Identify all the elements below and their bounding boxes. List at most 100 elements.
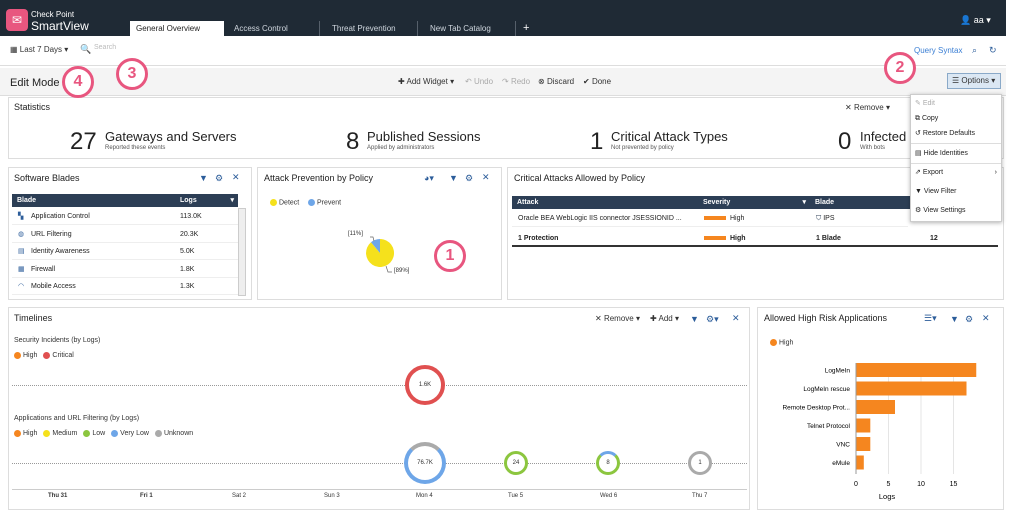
menu-item-edit[interactable]: ✎ Edit	[915, 97, 999, 111]
stat-title-critical: Critical Attack Types	[611, 129, 728, 144]
timelines-title: Timelines	[14, 313, 53, 323]
filter-icon[interactable]: ▼	[199, 173, 208, 183]
menu-item-view-filter[interactable]: ▼ View Filter	[915, 185, 999, 199]
table-row[interactable]: ▦ Firewall 1.8K	[12, 262, 238, 278]
day-label: Sat 2	[232, 493, 247, 499]
table-row[interactable]: ◍ URL Filtering 20.3K	[12, 227, 238, 243]
menu-restore-label: Restore Defaults	[922, 130, 975, 137]
column-header-blade[interactable]: Blade	[810, 196, 910, 209]
legend-label: Unknown	[163, 430, 194, 437]
app-bubble[interactable]: 1	[688, 451, 712, 475]
filter-icon[interactable]: ▼	[690, 314, 699, 324]
app-bubble[interactable]: 8	[596, 451, 620, 475]
stat-value-sessions: 8	[346, 128, 360, 155]
discard-button[interactable]: ⊗ Discard	[538, 77, 575, 86]
undo-label: Undo	[473, 77, 494, 86]
tab-new-tab-catalog[interactable]: New Tab Catalog	[424, 21, 516, 36]
tab-threat-prevention[interactable]: Threat Prevention	[326, 21, 418, 36]
user-menu[interactable]: 👤 aa ▾	[960, 15, 991, 25]
day-label: Thu 31	[48, 493, 68, 499]
user-icon: 👤	[960, 15, 972, 25]
gear-icon[interactable]: ⚙	[465, 173, 474, 183]
bar[interactable]	[856, 400, 895, 414]
column-header-severity[interactable]: Severity ▾	[698, 196, 810, 209]
app-bubble[interactable]: 24	[504, 451, 528, 475]
statistics-remove-button[interactable]: ✕ Remove ▾	[845, 103, 890, 112]
security-bubble[interactable]: 1.6K	[405, 365, 445, 405]
bar[interactable]	[856, 418, 871, 433]
close-icon[interactable]: ✕	[982, 313, 990, 323]
undo-button[interactable]: ↶ Undo	[465, 77, 494, 86]
timelines-remove-button[interactable]: ✕ Remove ▾	[595, 314, 640, 323]
attack-prevention-panel	[257, 167, 502, 300]
add-tab-button[interactable]: +	[523, 22, 530, 34]
high-risk-apps-title: Allowed High Risk Applications	[764, 313, 888, 323]
table-row[interactable]: ▤ Identity Awareness 5.0K	[12, 244, 238, 260]
edit-mode-title: Edit Mode	[10, 77, 60, 89]
callout-4: 4	[62, 66, 94, 98]
bar[interactable]	[856, 455, 864, 470]
chart-type-icon[interactable]: ☰▾	[924, 313, 937, 323]
add-widget-label: Add Widget	[406, 77, 448, 86]
menu-item-view-settings[interactable]: ⚙ View Settings	[915, 204, 999, 218]
close-icon[interactable]: ✕	[482, 172, 490, 182]
pie-slice-detect[interactable]	[366, 238, 395, 267]
menu-settings-label: View Settings	[923, 207, 966, 214]
time-range-dropdown[interactable]: ▦ Last 7 Days ▾	[10, 45, 69, 54]
category-label: Telnet Protocol	[807, 423, 851, 430]
bar[interactable]	[856, 381, 967, 396]
options-button[interactable]: ☰ Options ▾	[947, 73, 1001, 89]
gear-icon[interactable]: ⚙▾	[706, 314, 719, 324]
gear-icon[interactable]: ⚙	[965, 314, 974, 324]
menu-item-hide-identities[interactable]: ▤ Hide Identities	[915, 147, 999, 161]
restore-icon: ↺	[915, 130, 921, 137]
summary-attack: 1 Protection	[518, 235, 559, 242]
table-row[interactable]: ◠ Mobile Access 1.3K	[12, 279, 238, 295]
add-label: Add	[658, 314, 673, 323]
legend-label: Very Low	[120, 430, 149, 437]
redo-button[interactable]: ↷ Redo	[502, 77, 531, 86]
remove-label: Remove	[603, 314, 634, 323]
redo-label: Redo	[510, 77, 531, 86]
column-header-attack[interactable]: Attack	[512, 196, 698, 209]
scrollbar[interactable]	[238, 208, 246, 296]
gear-icon[interactable]: ⚙	[215, 173, 224, 183]
legend-item: High	[14, 351, 37, 359]
column-header-logs[interactable]: Logs ▾	[176, 194, 238, 207]
search-options-icon[interactable]: ⌕	[972, 45, 978, 55]
close-icon[interactable]: ✕	[732, 313, 740, 323]
day-label: Thu 7	[692, 493, 708, 499]
table-row[interactable]: ▚ Application Control 113.0K	[12, 209, 238, 225]
brand-bottom: SmartView	[31, 19, 89, 33]
gear-icon: ⚙	[915, 207, 922, 214]
close-icon[interactable]: ✕	[232, 172, 240, 182]
timelines-add-button[interactable]: ✚ Add ▾	[650, 314, 679, 323]
stat-title-sessions: Published Sessions	[367, 129, 481, 144]
search-input[interactable]: 🔍 Search	[80, 44, 800, 58]
add-widget-button[interactable]: ✚ Add Widget ▾	[398, 77, 455, 86]
tab-access-control[interactable]: Access Control	[228, 21, 320, 36]
legend-detect-label: Detect	[279, 199, 300, 207]
x-tick-label: 5	[887, 481, 891, 488]
query-syntax-link[interactable]: Query Syntax	[914, 46, 963, 55]
category-label: LogMeIn	[825, 368, 851, 375]
menu-item-export[interactable]: ⇗ Export ›	[915, 166, 999, 180]
legend-swatch	[111, 429, 119, 437]
bar[interactable]	[856, 363, 977, 377]
pie-label-small: [11%]	[348, 231, 363, 237]
menu-item-copy[interactable]: ⧉ Copy	[915, 112, 999, 126]
done-button[interactable]: ✔ Done	[583, 77, 612, 86]
table-row[interactable]: Oracle BEA WebLogic IIS connector JSESSI…	[512, 211, 908, 227]
column-header-blade[interactable]: Blade	[12, 194, 176, 207]
tab-general-overview[interactable]: General Overview	[130, 21, 224, 36]
filter-icon[interactable]: ▼	[449, 173, 458, 183]
chart-type-icon[interactable]: ◕▾	[424, 173, 434, 183]
filter-icon[interactable]: ▼	[950, 314, 959, 324]
menu-item-restore-defaults[interactable]: ↺ Restore Defaults	[915, 127, 999, 141]
pie-slice-prevent[interactable]	[371, 239, 380, 253]
app-bubble[interactable]: 76.7K	[404, 442, 446, 484]
legend-swatch	[43, 351, 51, 359]
legend-prevent: Prevent	[308, 199, 341, 206]
bar[interactable]	[856, 437, 871, 451]
refresh-icon[interactable]: ↻	[989, 45, 997, 55]
